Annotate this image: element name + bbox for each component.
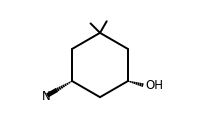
- Text: N: N: [41, 90, 50, 103]
- Text: OH: OH: [145, 79, 163, 92]
